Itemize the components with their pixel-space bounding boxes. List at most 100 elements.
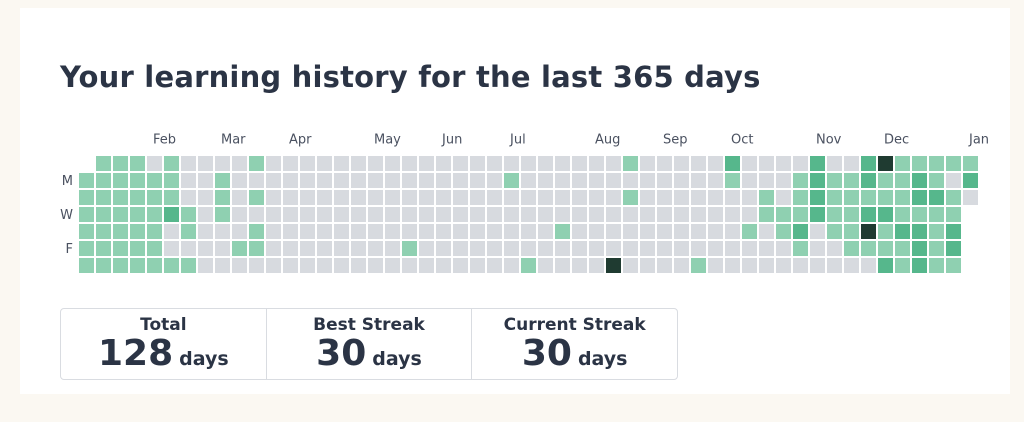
day-cell	[419, 190, 434, 205]
day-cell	[453, 258, 468, 273]
day-cell	[589, 156, 604, 171]
day-cell	[266, 241, 281, 256]
day-cell	[436, 207, 451, 222]
day-cell	[147, 156, 162, 171]
day-cell	[538, 258, 553, 273]
day-cell	[130, 207, 145, 222]
day-cell	[810, 190, 825, 205]
day-cell	[198, 207, 213, 222]
day-cell	[436, 241, 451, 256]
day-cell	[589, 258, 604, 273]
day-cell	[708, 190, 723, 205]
day-cell	[674, 241, 689, 256]
day-cell	[164, 207, 179, 222]
day-cell	[640, 207, 655, 222]
month-label: Dec	[884, 133, 909, 148]
stat-line: 128 days	[61, 333, 266, 374]
month-label: Nov	[816, 133, 842, 148]
day-cell	[487, 258, 502, 273]
day-cell	[674, 156, 689, 171]
day-cell	[946, 258, 961, 273]
month-label: Jul	[509, 133, 526, 148]
weekday-label: M	[62, 174, 73, 189]
day-cell	[861, 224, 876, 239]
day-cell	[555, 224, 570, 239]
day-cell	[657, 258, 672, 273]
day-cell	[487, 156, 502, 171]
day-cell	[351, 207, 366, 222]
day-cell	[113, 173, 128, 188]
day-cell	[589, 241, 604, 256]
day-cell	[776, 190, 791, 205]
day-cell	[96, 190, 111, 205]
day-cell	[708, 224, 723, 239]
day-cell	[147, 224, 162, 239]
day-cell	[606, 190, 621, 205]
day-cell	[79, 173, 94, 188]
day-cell	[334, 258, 349, 273]
day-cell	[385, 258, 400, 273]
day-cell	[385, 156, 400, 171]
day-cell	[453, 190, 468, 205]
day-cell	[640, 156, 655, 171]
day-cell	[827, 190, 842, 205]
day-cell	[674, 190, 689, 205]
day-cell	[708, 156, 723, 171]
day-cell	[436, 224, 451, 239]
day-cell	[827, 241, 842, 256]
day-cell	[538, 207, 553, 222]
day-cell	[113, 207, 128, 222]
day-cell	[232, 241, 247, 256]
day-cell	[759, 156, 774, 171]
day-cell	[929, 190, 944, 205]
day-cell	[776, 173, 791, 188]
history-card: Your learning history for the last 365 d…	[20, 8, 1010, 394]
day-cell	[181, 241, 196, 256]
day-cell	[96, 241, 111, 256]
day-cell	[419, 156, 434, 171]
day-cell	[776, 156, 791, 171]
day-cell	[589, 207, 604, 222]
day-cell	[521, 156, 536, 171]
day-cell	[827, 156, 842, 171]
day-cell	[368, 190, 383, 205]
day-cell	[487, 190, 502, 205]
day-cell	[623, 207, 638, 222]
day-cell	[521, 224, 536, 239]
day-cell	[793, 258, 808, 273]
stat: Current Streak 30 days	[471, 309, 677, 379]
stat-label: Current Streak	[503, 315, 646, 335]
day-cell	[249, 173, 264, 188]
day-cell	[606, 207, 621, 222]
day-cell	[861, 173, 876, 188]
day-cell	[878, 156, 893, 171]
day-cell	[504, 173, 519, 188]
day-cell	[895, 241, 910, 256]
day-cell	[232, 156, 247, 171]
day-cell	[623, 190, 638, 205]
day-cell	[215, 190, 230, 205]
day-cell	[300, 207, 315, 222]
day-cell	[759, 207, 774, 222]
day-cell	[402, 190, 417, 205]
stat-unit: days	[179, 348, 229, 370]
day-cell	[538, 173, 553, 188]
day-cell	[844, 173, 859, 188]
day-cell	[249, 258, 264, 273]
day-cell	[368, 207, 383, 222]
day-cell	[266, 224, 281, 239]
day-cell	[283, 258, 298, 273]
day-cell	[742, 173, 757, 188]
day-cell	[674, 258, 689, 273]
day-cell	[827, 258, 842, 273]
day-cell	[776, 241, 791, 256]
day-cell	[861, 258, 876, 273]
day-cell	[555, 173, 570, 188]
day-cell	[657, 224, 672, 239]
day-cell	[368, 241, 383, 256]
day-cell	[810, 258, 825, 273]
day-cell	[929, 258, 944, 273]
day-cell	[317, 241, 332, 256]
day-cell	[912, 258, 927, 273]
day-cell	[844, 241, 859, 256]
